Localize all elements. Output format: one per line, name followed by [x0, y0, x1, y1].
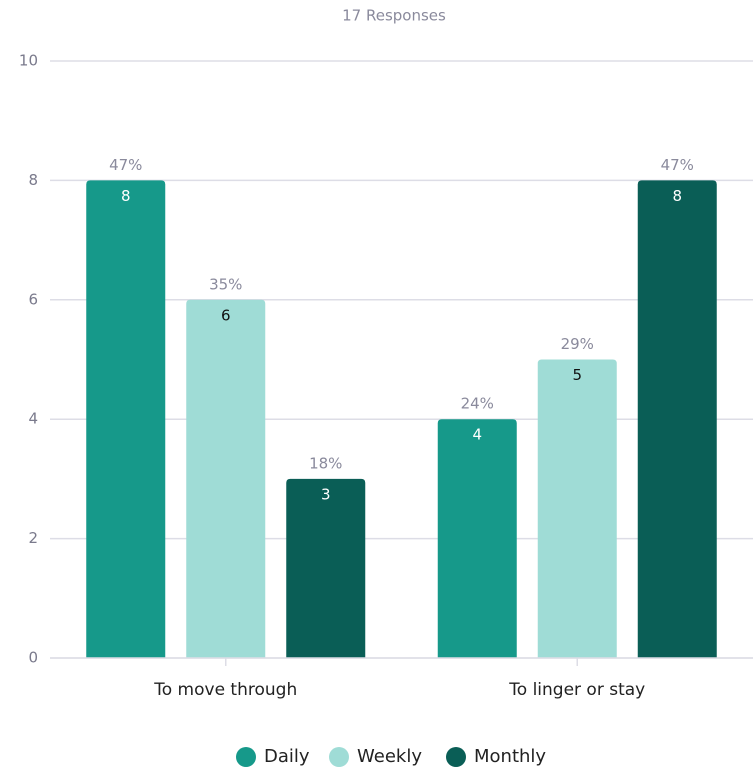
bar-share-label: 29%	[561, 335, 594, 353]
y-tick-label: 6	[28, 290, 38, 308]
legend-label: Monthly	[474, 746, 546, 767]
bar	[537, 359, 617, 658]
bar-value-label: 8	[672, 187, 682, 205]
bar-share-label: 47%	[109, 156, 142, 174]
legend-swatch	[446, 747, 466, 767]
bar-value-label: 4	[472, 426, 482, 444]
bar-value-label: 6	[221, 306, 231, 324]
bar	[437, 419, 517, 658]
y-tick-label: 8	[28, 171, 38, 189]
bar-value-label: 5	[572, 366, 582, 384]
x-tick-label: To linger or stay	[508, 680, 645, 700]
bar	[86, 180, 166, 658]
y-tick-label: 10	[19, 52, 38, 70]
chart-title: 17 Responses	[342, 7, 446, 25]
bar	[286, 478, 366, 658]
bar-share-label: 47%	[661, 156, 694, 174]
bar-value-label: 3	[321, 485, 331, 503]
legend-label: Daily	[264, 746, 310, 767]
bar-share-label: 24%	[461, 395, 494, 413]
y-tick-label: 0	[28, 649, 38, 667]
legend-swatch	[236, 747, 256, 767]
bar-share-label: 35%	[209, 275, 242, 293]
bar-value-label: 8	[121, 187, 131, 205]
legend-label: Weekly	[357, 746, 422, 767]
bar	[637, 180, 717, 658]
legend-swatch	[329, 747, 349, 767]
x-tick-label: To move through	[153, 680, 297, 700]
bar	[186, 299, 266, 658]
y-tick-label: 4	[28, 410, 38, 428]
y-tick-label: 2	[28, 529, 38, 547]
bar-share-label: 18%	[309, 454, 342, 472]
